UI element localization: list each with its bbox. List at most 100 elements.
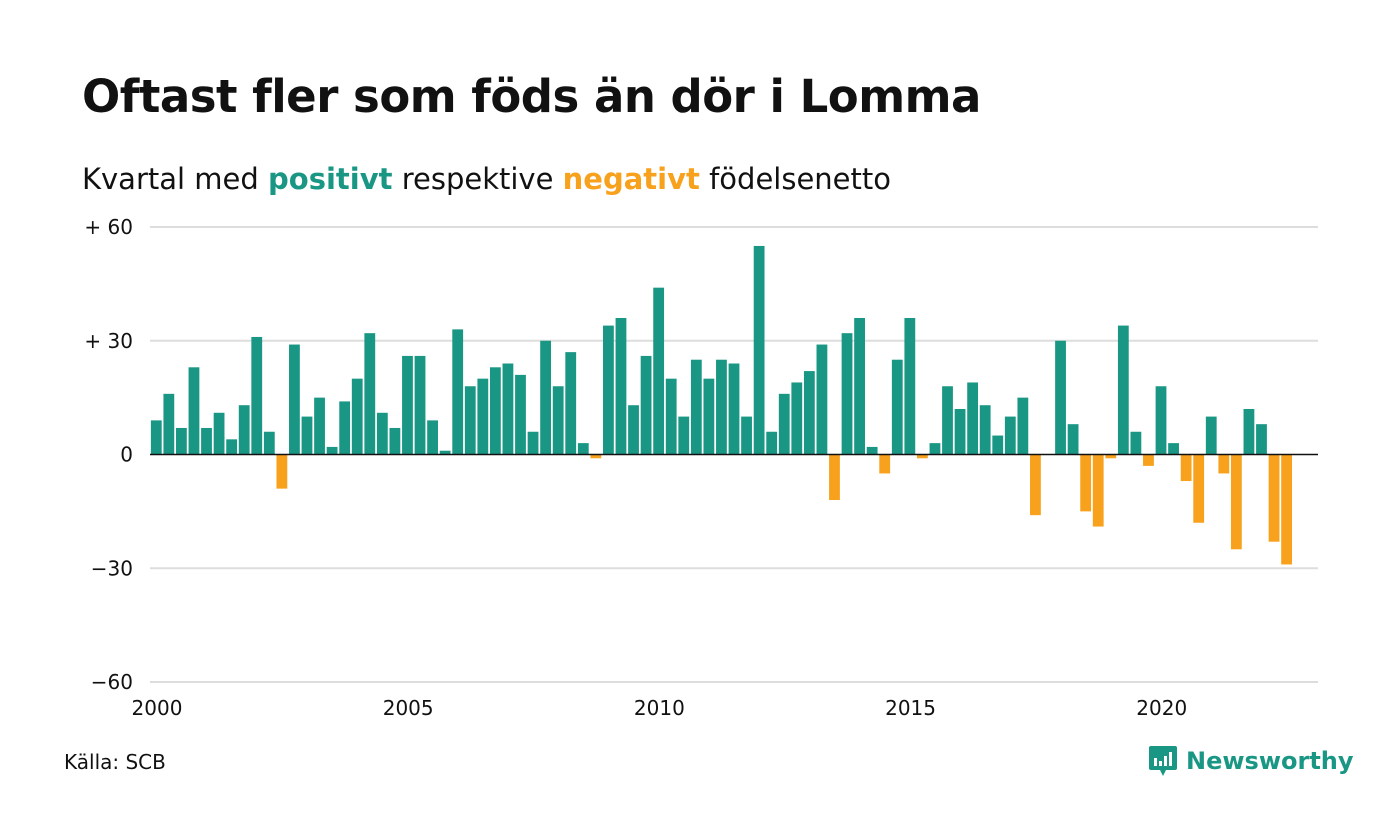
- bar: [1017, 397, 1029, 455]
- bar: [829, 454, 840, 500]
- bar: [803, 371, 815, 455]
- bar: [1130, 431, 1142, 455]
- bar: [741, 416, 752, 455]
- bar: [967, 382, 979, 455]
- bar: [628, 405, 639, 455]
- x-tick-label: 2015: [885, 696, 936, 720]
- bar: [414, 355, 426, 455]
- bar: [1256, 424, 1267, 455]
- source-label: Källa: SCB: [64, 750, 166, 774]
- x-tick-label: 2000: [132, 696, 183, 720]
- bar: [213, 412, 225, 455]
- bar: [728, 363, 740, 455]
- bar: [1055, 340, 1066, 455]
- bar: [979, 405, 991, 455]
- bar: [1168, 443, 1179, 455]
- bar: [376, 412, 388, 455]
- newsworthy-logo-icon: [1149, 746, 1177, 776]
- bar: [226, 439, 238, 455]
- bar: [263, 431, 275, 455]
- bar: [716, 359, 727, 455]
- y-tick-label: 0: [120, 443, 133, 467]
- bar: [163, 393, 175, 455]
- bar: [389, 427, 401, 455]
- x-tick-label: 2020: [1136, 696, 1187, 720]
- bar: [942, 386, 953, 455]
- bar: [653, 287, 665, 455]
- bar: [816, 344, 828, 455]
- bar: [866, 446, 878, 455]
- bar: [552, 386, 564, 455]
- subtitle-middle: respektive: [392, 162, 563, 196]
- bar: [351, 378, 363, 455]
- bar: [251, 336, 263, 455]
- chart-subtitle: Kvartal med positivt respektive negativt…: [82, 162, 891, 196]
- bar: [402, 355, 413, 455]
- bar: [916, 454, 928, 459]
- bar: [690, 359, 702, 455]
- bar: [527, 431, 539, 455]
- x-tick-label: 2005: [383, 696, 434, 720]
- bar: [854, 318, 865, 455]
- bar: [452, 329, 464, 455]
- bar: [577, 443, 589, 455]
- bar: [590, 454, 602, 459]
- bar: [1143, 454, 1154, 466]
- brand-name: Newsworthy: [1186, 747, 1354, 775]
- bar: [1230, 454, 1242, 550]
- bar: [1105, 454, 1117, 459]
- bar: [992, 435, 1004, 455]
- bar: [477, 378, 489, 455]
- bar: [1243, 409, 1255, 455]
- x-tick-label: 2010: [634, 696, 685, 720]
- bar: [1004, 416, 1016, 455]
- bar: [289, 344, 300, 455]
- bar: [678, 416, 690, 455]
- bar: [1193, 454, 1205, 523]
- bar: [703, 378, 715, 455]
- bar: [150, 420, 162, 455]
- subtitle-negative-word: negativt: [562, 162, 700, 196]
- bar: [891, 359, 903, 455]
- bar: [339, 401, 351, 455]
- bar: [753, 245, 765, 455]
- bar: [1092, 454, 1104, 527]
- bar: [489, 367, 501, 455]
- bar: [929, 443, 941, 455]
- bar: [1281, 454, 1293, 565]
- chart-title: Oftast fler som föds än dör i Lomma: [82, 70, 981, 123]
- bar: [1205, 416, 1217, 455]
- y-tick-label: −30: [91, 556, 133, 580]
- y-tick-label: + 30: [84, 329, 133, 353]
- subtitle-prefix: Kvartal med: [82, 162, 269, 196]
- bar: [515, 374, 526, 455]
- bar: [1268, 454, 1280, 542]
- bar: [640, 355, 652, 455]
- bar: [175, 427, 187, 455]
- bar: [1180, 454, 1192, 482]
- bar: [201, 427, 212, 455]
- bar: [1067, 424, 1079, 455]
- bar: [439, 450, 451, 455]
- bar: [238, 405, 250, 455]
- bar: [565, 352, 577, 455]
- bar: [603, 325, 614, 455]
- subtitle-positive-word: positivt: [268, 162, 393, 196]
- bar: [314, 397, 325, 455]
- bar: [766, 431, 778, 455]
- brand-logo: Newsworthy: [1148, 744, 1354, 778]
- subtitle-suffix: födelsenetto: [699, 162, 891, 196]
- bar: [791, 382, 803, 455]
- bar: [1117, 325, 1129, 455]
- bar: [841, 333, 853, 455]
- bar: [615, 318, 627, 455]
- bar: [1218, 454, 1230, 474]
- bar: [1155, 386, 1167, 455]
- bar: [326, 446, 338, 455]
- bar: [276, 454, 288, 489]
- bar: [954, 409, 966, 455]
- bar: [540, 340, 552, 455]
- bar: [778, 393, 790, 455]
- bar: [464, 386, 476, 455]
